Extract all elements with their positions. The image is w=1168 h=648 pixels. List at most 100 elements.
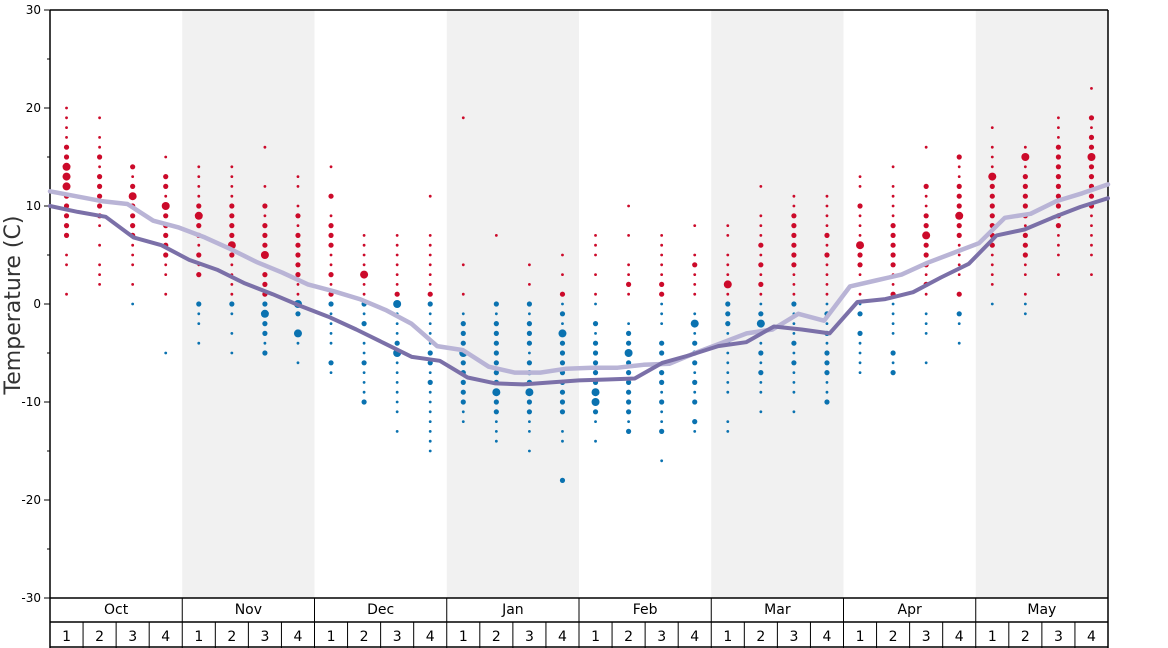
temperature-point — [594, 253, 597, 257]
temperature-point — [1057, 136, 1060, 139]
temperature-point — [857, 252, 863, 258]
temperature-point — [660, 253, 664, 257]
week-label: 1 — [327, 629, 336, 645]
temperature-point — [395, 410, 399, 414]
temperature-point — [262, 232, 268, 238]
temperature-point — [1057, 273, 1060, 276]
temperature-point — [229, 213, 235, 219]
temperature-point — [428, 420, 432, 423]
temperature-point — [890, 350, 896, 356]
temperature-point — [625, 389, 632, 395]
temperature-point — [229, 252, 235, 258]
trend-lines — [47, 182, 1111, 387]
temperature-point — [526, 330, 533, 336]
temperature-point — [726, 351, 730, 355]
temperature-point — [625, 340, 632, 346]
y-axis-label: Temperature (C) — [1, 216, 26, 396]
temperature-point — [956, 223, 962, 229]
temperature-point — [594, 292, 597, 296]
week-label: 1 — [723, 629, 732, 645]
temperature-point — [526, 399, 533, 405]
temperature-point — [759, 292, 763, 296]
temperature-point — [262, 223, 268, 229]
week-label: 1 — [194, 629, 203, 645]
temperature-point — [494, 234, 498, 237]
temperature-point — [989, 203, 995, 209]
temperature-point — [693, 312, 697, 316]
temperature-point — [592, 340, 599, 346]
temperature-point — [625, 379, 632, 385]
temperature-point — [526, 360, 533, 366]
temperature-point — [328, 272, 334, 278]
temperature-point — [131, 243, 135, 247]
temperature-point — [98, 273, 101, 276]
temperature-point — [1090, 253, 1093, 257]
temperature-point — [295, 311, 301, 317]
temperature-point — [758, 281, 764, 287]
temperature-point — [196, 252, 202, 258]
week-label: 2 — [889, 629, 898, 645]
temperature-point — [428, 439, 432, 443]
temperature-point — [659, 281, 665, 287]
temperature-point — [164, 351, 168, 355]
trend-line-light — [47, 182, 1111, 375]
temperature-point — [262, 301, 268, 307]
temperature-point — [990, 302, 994, 306]
temperature-point — [65, 263, 68, 267]
temperature-point — [957, 253, 961, 257]
temperature-point — [428, 263, 432, 267]
temperature-point — [494, 420, 498, 423]
temperature-point — [493, 301, 499, 307]
temperature-point — [1021, 153, 1030, 161]
temperature-point — [428, 312, 432, 316]
temperature-point — [891, 312, 895, 316]
week-label: 4 — [955, 629, 964, 645]
temperature-point — [759, 253, 763, 257]
temperature-point — [427, 301, 433, 307]
temperature-point — [825, 273, 829, 276]
temperature-point — [296, 283, 300, 286]
temperature-point — [362, 253, 366, 257]
temperature-point — [559, 389, 566, 395]
temperature-point — [296, 185, 300, 188]
temperature-point — [660, 420, 664, 423]
temperature-point — [63, 154, 70, 160]
temperature-point — [197, 185, 201, 188]
temperature-point — [63, 232, 70, 238]
temperature-point — [229, 203, 235, 209]
temperature-point — [1022, 232, 1028, 238]
temperature-point — [263, 145, 267, 149]
temperature-point — [1090, 126, 1093, 129]
temperature-point — [1057, 243, 1060, 247]
temperature-point — [558, 329, 567, 338]
temperature-point — [723, 280, 732, 289]
temperature-point — [262, 330, 268, 336]
temperature-point — [924, 332, 928, 335]
temperature-point — [792, 273, 796, 276]
y-tick-label: -20 — [21, 493, 41, 507]
temperature-point — [230, 185, 234, 188]
temperature-point — [891, 165, 895, 169]
temperature-point — [1023, 312, 1027, 316]
temperature-point — [627, 292, 630, 296]
temperature-point — [197, 194, 201, 198]
temperature-point — [956, 203, 962, 209]
temperature-point — [98, 145, 101, 149]
temperature-point — [230, 292, 234, 296]
temperature-point — [890, 232, 896, 238]
temperature-point — [627, 420, 630, 423]
temperature-point — [858, 273, 862, 276]
temperature-point — [362, 390, 366, 394]
temperature-point — [692, 360, 698, 366]
month-shading — [182, 10, 1108, 598]
week-label: 2 — [227, 629, 236, 645]
temperature-point — [890, 262, 896, 268]
temperature-point — [262, 350, 268, 356]
temperature-point — [362, 283, 366, 286]
temperature-point — [164, 292, 168, 296]
temperature-point — [726, 390, 730, 394]
temperature-point — [1055, 164, 1062, 170]
temperature-point — [295, 242, 301, 248]
temperature-point — [659, 379, 665, 385]
temperature-point — [791, 262, 797, 268]
